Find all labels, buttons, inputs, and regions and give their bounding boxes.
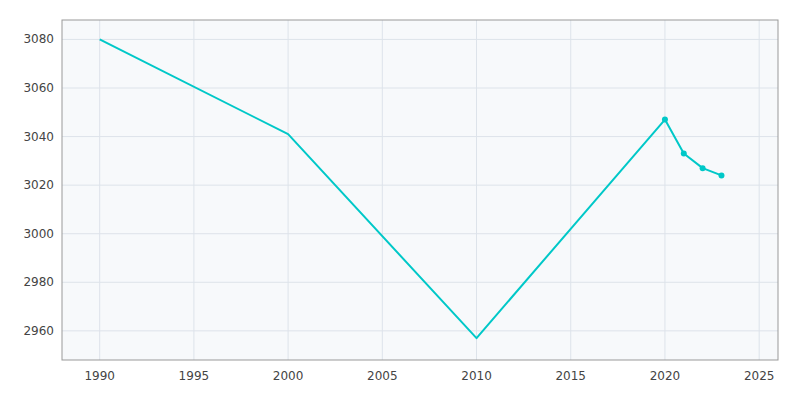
y-tick-label: 3040: [23, 130, 54, 144]
y-tick-label: 2960: [23, 324, 54, 338]
chart-container: 1990 1995 2000 2005 2010 2015 2020 2025 2960 2980…: [0, 0, 800, 400]
data-marks: [100, 39, 725, 338]
y-grid-line: [62, 330, 778, 331]
x-grid-line: [476, 20, 477, 360]
series-marker: [662, 117, 668, 123]
y-grid-line: [62, 39, 778, 40]
plot-frame: [62, 20, 778, 360]
x-tick-label: 2000: [273, 369, 304, 383]
y-tick-label: 3000: [23, 227, 54, 241]
y-grid-line: [62, 233, 778, 234]
x-tick-label: 2025: [744, 369, 775, 383]
grid: [62, 20, 778, 360]
x-tick-label: 2005: [367, 369, 398, 383]
x-grid-line: [570, 20, 571, 360]
chart-svg: 1990 1995 2000 2005 2010 2015 2020 2025 2960 2980…: [0, 0, 800, 400]
x-tick-label: 1990: [84, 369, 115, 383]
x-grid-line: [759, 20, 760, 360]
x-grid-line: [99, 20, 100, 360]
y-tick-label: 3060: [23, 81, 54, 95]
x-tick-label: 1995: [179, 369, 210, 383]
series-line: [100, 39, 722, 338]
x-grid-line: [193, 20, 194, 360]
page: {"chart_data": {"type": "line", "x": [19…: [0, 0, 800, 400]
series-marker: [700, 165, 706, 171]
x-grid-line: [382, 20, 383, 360]
y-tick-label: 2980: [23, 275, 54, 289]
y-tick-label: 3080: [23, 32, 54, 46]
x-tick-label: 2010: [461, 369, 492, 383]
x-tick-label: 2015: [555, 369, 586, 383]
y-grid-line: [62, 185, 778, 186]
series-marker: [718, 172, 724, 178]
y-tick-label: 3020: [23, 178, 54, 192]
plot-background: [62, 20, 778, 360]
axes: 1990 1995 2000 2005 2010 2015 2020 2025 2960 2980…: [23, 32, 774, 383]
x-tick-label: 2020: [650, 369, 681, 383]
x-grid-line: [664, 20, 665, 360]
y-grid-line: [62, 88, 778, 89]
x-grid-line: [288, 20, 289, 360]
series-marker: [681, 151, 687, 157]
y-grid-line: [62, 282, 778, 283]
y-grid-line: [62, 136, 778, 137]
